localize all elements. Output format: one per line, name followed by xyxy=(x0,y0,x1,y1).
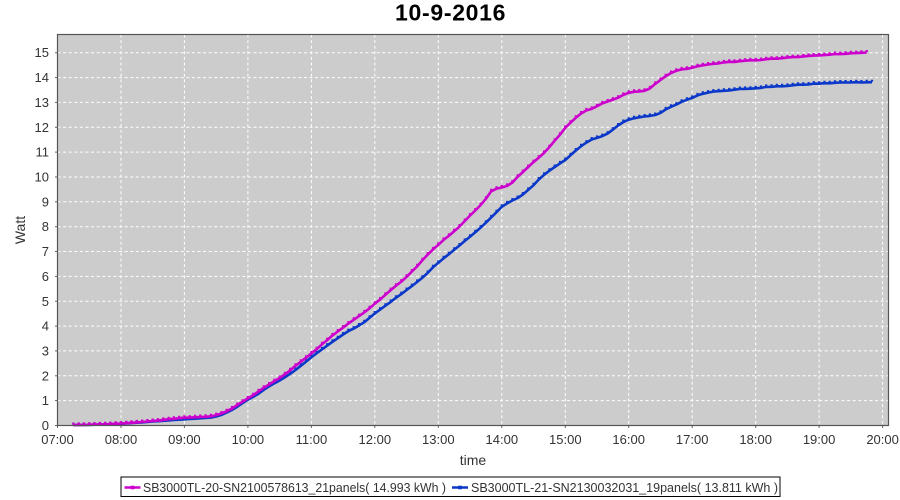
svg-text:13: 13 xyxy=(35,95,49,110)
svg-text:16:00: 16:00 xyxy=(612,432,645,447)
svg-text:10:00: 10:00 xyxy=(232,432,265,447)
svg-text:10-9-2016: 10-9-2016 xyxy=(395,0,506,26)
svg-text:13:00: 13:00 xyxy=(422,432,455,447)
svg-text:14:00: 14:00 xyxy=(486,432,519,447)
svg-text:SB3000TL-21-SN2130032031_19pan: SB3000TL-21-SN2130032031_19panels( 13.81… xyxy=(471,480,778,495)
svg-text:17:00: 17:00 xyxy=(676,432,709,447)
svg-text:11:00: 11:00 xyxy=(296,432,328,447)
svg-text:4: 4 xyxy=(42,319,49,334)
svg-text:07:00: 07:00 xyxy=(41,432,74,447)
svg-text:09:00: 09:00 xyxy=(168,432,201,447)
svg-text:12:00: 12:00 xyxy=(359,432,392,447)
svg-text:10: 10 xyxy=(35,170,49,185)
svg-text:15: 15 xyxy=(35,45,49,60)
svg-text:6: 6 xyxy=(42,269,49,284)
svg-text:9: 9 xyxy=(42,194,49,209)
svg-text:20:00: 20:00 xyxy=(866,432,899,447)
svg-text:11: 11 xyxy=(36,145,50,160)
svg-text:08:00: 08:00 xyxy=(105,432,138,447)
svg-text:12: 12 xyxy=(35,120,49,135)
svg-text:0: 0 xyxy=(42,418,49,433)
svg-text:5: 5 xyxy=(42,294,49,309)
svg-text:8: 8 xyxy=(42,219,49,234)
svg-text:19:00: 19:00 xyxy=(803,432,836,447)
svg-text:Watt: Watt xyxy=(12,216,28,244)
svg-text:18:00: 18:00 xyxy=(739,432,772,447)
svg-text:time: time xyxy=(460,452,487,468)
svg-text:14: 14 xyxy=(35,70,49,85)
svg-text:3: 3 xyxy=(42,343,49,358)
svg-text:7: 7 xyxy=(42,244,49,259)
svg-text:15:00: 15:00 xyxy=(549,432,582,447)
svg-text:1: 1 xyxy=(42,393,49,408)
svg-text:2: 2 xyxy=(42,368,49,383)
svg-text:SB3000TL-20-SN2100578613_21pan: SB3000TL-20-SN2100578613_21panels( 14.99… xyxy=(143,480,446,495)
